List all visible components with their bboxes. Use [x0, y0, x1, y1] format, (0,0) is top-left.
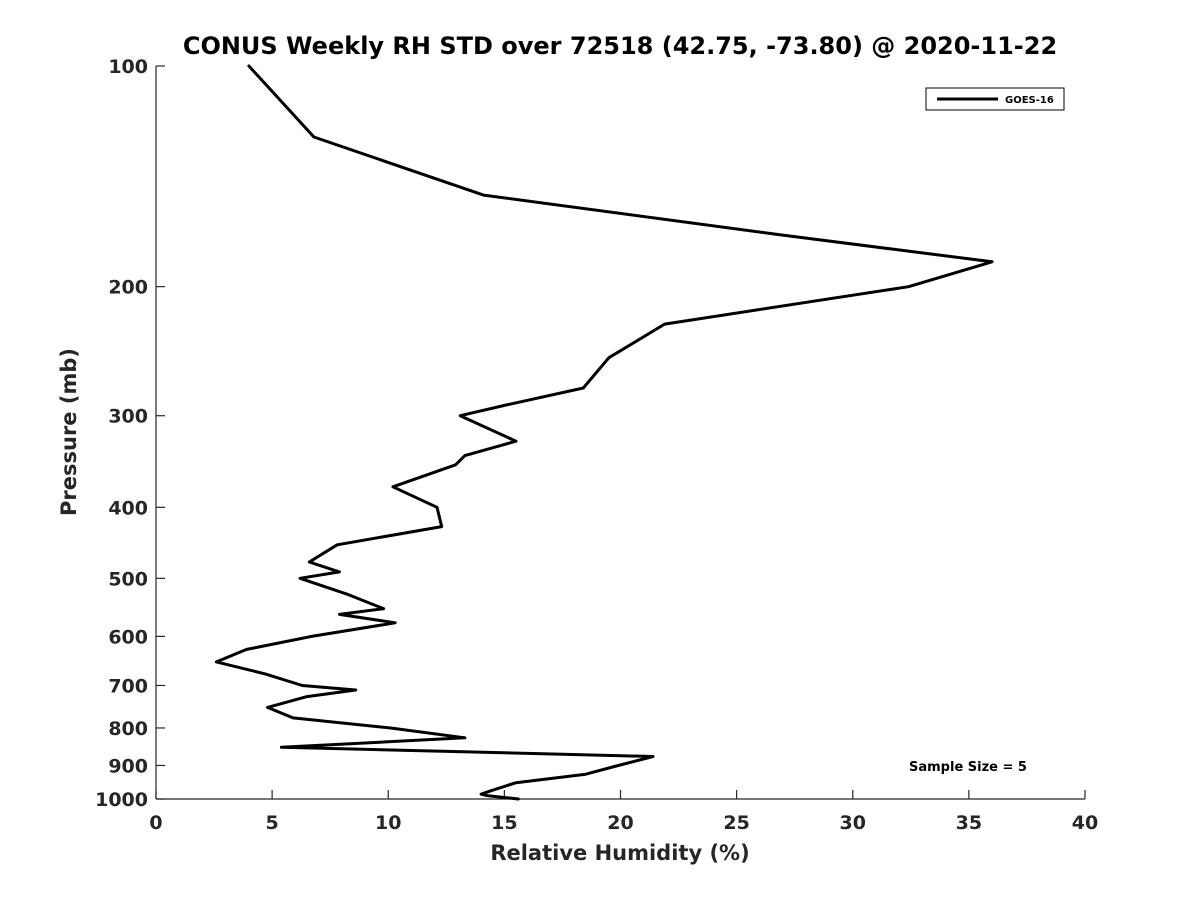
y-tick-label: 100 — [108, 56, 148, 78]
y-tick-label: 300 — [108, 406, 148, 428]
x-tick-label: 0 — [149, 812, 162, 834]
series-line-goes-16 — [214, 64, 994, 801]
x-tick-label: 30 — [840, 812, 866, 834]
x-tick-label: 15 — [491, 812, 517, 834]
legend-label-goes-16: GOES-16 — [1005, 95, 1054, 106]
y-ticks: 100 200 300 400 500 600 700 800 900 1000 — [95, 56, 165, 811]
x-tick-label: 35 — [956, 812, 982, 834]
y-tick-label: 500 — [108, 568, 148, 590]
y-tick-label: 600 — [108, 626, 148, 648]
legend: GOES-16 — [925, 87, 1065, 111]
y-tick-label: 900 — [108, 755, 148, 777]
series-layer — [214, 64, 994, 801]
y-tick-label: 700 — [108, 675, 148, 697]
x-tick-label: 25 — [723, 812, 749, 834]
x-tick-label: 40 — [1072, 812, 1098, 834]
y-tick-label: 400 — [108, 497, 148, 519]
sample-size-annotation: Sample Size = 5 — [909, 760, 1027, 775]
x-tick-label: 10 — [375, 812, 401, 834]
plot-area: 0 5 10 15 20 25 30 35 40 100 200 300 400 500 600 700 80… — [95, 56, 1098, 834]
y-tick-label: 1000 — [95, 789, 148, 811]
x-tick-label: 5 — [266, 812, 279, 834]
y-axis-label: Pressure (mb) — [57, 348, 81, 516]
x-axis-label: Relative Humidity (%) — [490, 841, 749, 865]
x-tick-label: 20 — [607, 812, 633, 834]
x-ticks: 0 5 10 15 20 25 30 35 40 — [149, 790, 1098, 834]
y-tick-label: 800 — [108, 718, 148, 740]
y-tick-label: 200 — [108, 277, 148, 299]
chart-title: CONUS Weekly RH STD over 72518 (42.75, -… — [183, 32, 1057, 60]
